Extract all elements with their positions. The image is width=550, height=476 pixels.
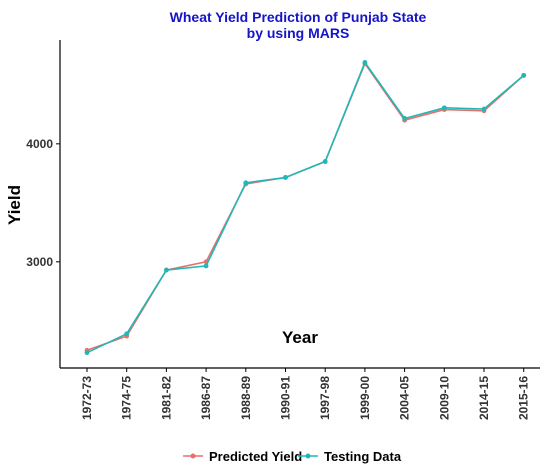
series-point-testing-data-1974-75 [124, 331, 130, 337]
x-tick-label-1988-89: 1988-89 [239, 376, 253, 420]
x-tick-label-2009-10: 2009-10 [437, 376, 451, 420]
x-tick-label-2004-05: 2004-05 [398, 376, 412, 420]
x-tick-label-1986-87: 1986-87 [199, 376, 213, 420]
x-tick-label-1981-82: 1981-82 [159, 376, 173, 420]
legend-label-testing-data: Testing Data [324, 449, 402, 464]
chart-title-line-2: by using MARS [247, 25, 350, 41]
x-tick-label-2014-15: 2014-15 [477, 376, 491, 420]
series-point-testing-data-1981-82 [164, 267, 169, 273]
legend-marker-predicted-yield [190, 453, 196, 459]
series-point-testing-data-1988-89 [243, 180, 249, 186]
x-tick-label-2015-16: 2015-16 [517, 376, 531, 420]
y-axis-title: Yield [5, 185, 24, 225]
series-point-testing-data-2014-15 [481, 106, 487, 112]
series-line-predicted-yield [86, 61, 525, 352]
series-point-testing-data-1990-91 [283, 175, 288, 180]
chart-title-line-1: Wheat Yield Prediction of Punjab State [170, 9, 427, 25]
series-point-testing-data-2009-10 [441, 105, 447, 111]
y-tick-label-3000: 3000 [26, 255, 53, 269]
series-point-testing-data-2015-16 [521, 72, 527, 78]
x-tick-label-1997-98: 1997-98 [318, 376, 332, 420]
legend-marker-testing-data [305, 453, 311, 459]
x-tick-label-1972-73: 1972-73 [80, 376, 94, 420]
series-point-testing-data-1986-87 [203, 263, 209, 269]
legend: Predicted Yield Testing Data [183, 449, 402, 464]
plot-area: 3000 4000 1972-73 1974-75 1981-82 1986-87 1988… [26, 60, 531, 420]
x-tick-label-1974-75: 1974-75 [120, 376, 134, 420]
series-point-testing-data-1997-98 [322, 159, 328, 164]
series-point-testing-data-1972-73 [84, 350, 90, 356]
series-line-testing-data [86, 60, 525, 354]
x-axis-title: Year [282, 328, 318, 347]
series-point-testing-data-1999-00 [362, 60, 368, 65]
y-tick-label-4000: 4000 [26, 137, 53, 151]
x-tick-label-1990-91: 1990-91 [279, 376, 293, 420]
series-point-testing-data-2004-05 [402, 116, 407, 121]
x-tick-label-1999-00: 1999-00 [358, 376, 372, 420]
legend-label-predicted-yield: Predicted Yield [209, 449, 302, 464]
